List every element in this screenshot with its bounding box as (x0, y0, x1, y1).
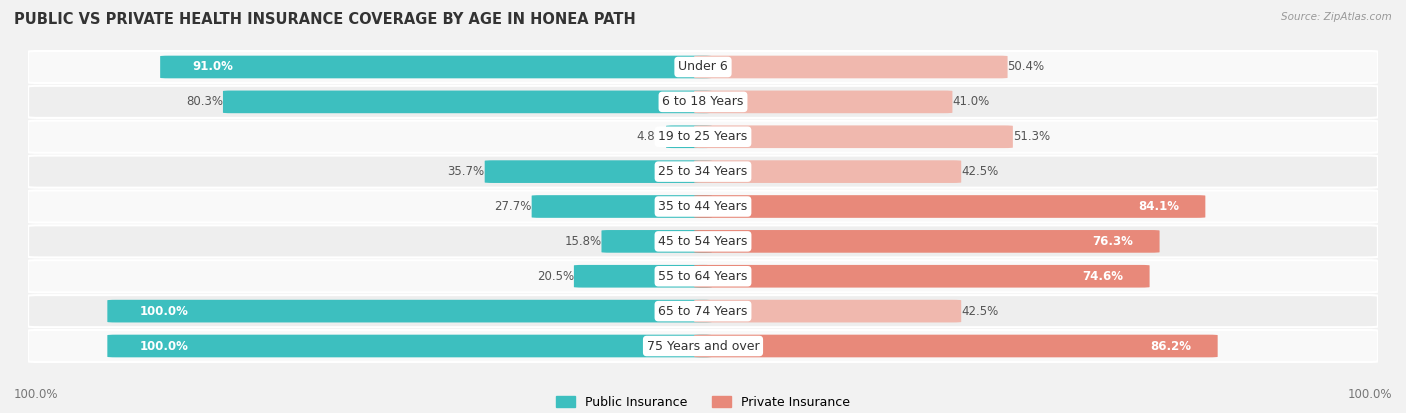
Text: 74.6%: 74.6% (1083, 270, 1123, 283)
Text: 84.1%: 84.1% (1137, 200, 1180, 213)
FancyBboxPatch shape (695, 195, 1205, 218)
FancyBboxPatch shape (695, 265, 1150, 287)
FancyBboxPatch shape (107, 300, 711, 323)
FancyBboxPatch shape (160, 56, 711, 78)
Text: 100.0%: 100.0% (14, 388, 59, 401)
FancyBboxPatch shape (574, 265, 711, 287)
Text: 80.3%: 80.3% (186, 95, 224, 108)
Text: 65 to 74 Years: 65 to 74 Years (658, 305, 748, 318)
FancyBboxPatch shape (28, 156, 1378, 188)
FancyBboxPatch shape (531, 195, 711, 218)
Text: 100.0%: 100.0% (1347, 388, 1392, 401)
FancyBboxPatch shape (695, 230, 1160, 253)
Text: 75 Years and over: 75 Years and over (647, 339, 759, 353)
Text: 35.7%: 35.7% (447, 165, 485, 178)
Text: 42.5%: 42.5% (962, 165, 998, 178)
Text: Under 6: Under 6 (678, 60, 728, 74)
FancyBboxPatch shape (695, 126, 1012, 148)
Text: 41.0%: 41.0% (952, 95, 990, 108)
Text: Source: ZipAtlas.com: Source: ZipAtlas.com (1281, 12, 1392, 22)
Text: 51.3%: 51.3% (1012, 130, 1050, 143)
Text: 42.5%: 42.5% (962, 305, 998, 318)
Text: 25 to 34 Years: 25 to 34 Years (658, 165, 748, 178)
Text: 6 to 18 Years: 6 to 18 Years (662, 95, 744, 108)
Text: 100.0%: 100.0% (139, 339, 188, 353)
Text: 76.3%: 76.3% (1092, 235, 1133, 248)
FancyBboxPatch shape (107, 335, 711, 357)
FancyBboxPatch shape (695, 56, 1008, 78)
Text: 86.2%: 86.2% (1150, 339, 1191, 353)
Text: 4.8%: 4.8% (637, 130, 666, 143)
Text: 100.0%: 100.0% (139, 305, 188, 318)
Text: PUBLIC VS PRIVATE HEALTH INSURANCE COVERAGE BY AGE IN HONEA PATH: PUBLIC VS PRIVATE HEALTH INSURANCE COVER… (14, 12, 636, 27)
Legend: Public Insurance, Private Insurance: Public Insurance, Private Insurance (551, 391, 855, 413)
FancyBboxPatch shape (28, 260, 1378, 292)
FancyBboxPatch shape (28, 295, 1378, 327)
FancyBboxPatch shape (695, 335, 1218, 357)
FancyBboxPatch shape (28, 86, 1378, 118)
Text: 91.0%: 91.0% (193, 60, 233, 74)
Text: 55 to 64 Years: 55 to 64 Years (658, 270, 748, 283)
FancyBboxPatch shape (695, 90, 952, 113)
Text: 20.5%: 20.5% (537, 270, 574, 283)
FancyBboxPatch shape (666, 126, 711, 148)
FancyBboxPatch shape (28, 225, 1378, 257)
FancyBboxPatch shape (695, 300, 962, 323)
FancyBboxPatch shape (28, 51, 1378, 83)
Text: 19 to 25 Years: 19 to 25 Years (658, 130, 748, 143)
FancyBboxPatch shape (224, 90, 711, 113)
Text: 45 to 54 Years: 45 to 54 Years (658, 235, 748, 248)
Text: 15.8%: 15.8% (564, 235, 602, 248)
FancyBboxPatch shape (485, 160, 711, 183)
Text: 50.4%: 50.4% (1008, 60, 1045, 74)
Text: 35 to 44 Years: 35 to 44 Years (658, 200, 748, 213)
FancyBboxPatch shape (602, 230, 711, 253)
FancyBboxPatch shape (695, 160, 962, 183)
FancyBboxPatch shape (28, 121, 1378, 153)
FancyBboxPatch shape (28, 190, 1378, 223)
Text: 27.7%: 27.7% (495, 200, 531, 213)
FancyBboxPatch shape (28, 330, 1378, 362)
